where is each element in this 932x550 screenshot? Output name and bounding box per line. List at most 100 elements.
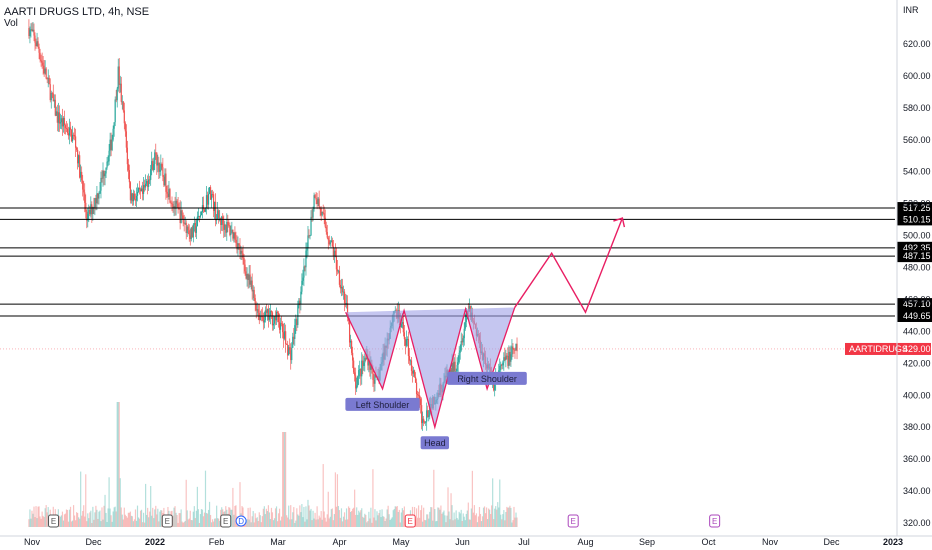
volume-bar [287, 517, 289, 527]
volume-bar [260, 522, 262, 527]
candle-body [184, 222, 186, 224]
volume-bar [459, 513, 461, 527]
x-tick-label: Aug [577, 537, 593, 547]
volume-bar [444, 515, 446, 527]
candle-body [176, 200, 178, 204]
candle-body [355, 375, 357, 389]
candle-body [362, 360, 364, 366]
volume-bar [135, 520, 138, 527]
volume-bar [122, 519, 124, 527]
volume-bar [346, 519, 349, 527]
current-price-badge [845, 342, 931, 355]
volume-bar [350, 511, 352, 527]
candle-body [82, 180, 84, 190]
volume-bar [310, 508, 312, 527]
volume-bar [154, 509, 156, 527]
candle-body [191, 227, 193, 238]
volume-bar [484, 513, 487, 527]
volume-bar [68, 509, 71, 527]
volume-bar [426, 514, 428, 527]
y-tick-label: 600.00 [903, 71, 931, 81]
volume-bar [43, 517, 45, 527]
event-marker-letter: E [223, 517, 228, 526]
volume-bar [84, 516, 86, 527]
pattern-label: Right Shoulder [457, 374, 517, 384]
candle-body [162, 167, 164, 177]
candle-body [512, 346, 514, 350]
candle-body [273, 315, 276, 324]
candle-body [426, 410, 428, 422]
volume-bar [142, 512, 145, 527]
volume-bar [256, 517, 258, 527]
candle-body [359, 368, 361, 371]
candle-body [190, 227, 192, 240]
candle-body [515, 343, 517, 351]
candle-body [229, 226, 231, 235]
candle-body [361, 360, 363, 377]
candle-body [365, 357, 367, 359]
volume-bar [103, 505, 105, 527]
volume-bar [430, 507, 432, 527]
event-marker-letter: D [238, 517, 244, 526]
earnings-marker[interactable] [48, 514, 60, 528]
candle-body [298, 300, 300, 306]
volume-bar [370, 507, 372, 527]
earnings-marker[interactable] [404, 514, 416, 528]
candle-body [163, 176, 165, 186]
candle-body [94, 198, 96, 208]
volume-bar [192, 511, 194, 527]
volume-bar [118, 402, 120, 527]
earnings-marker[interactable] [709, 514, 721, 528]
earnings-marker[interactable] [220, 514, 232, 528]
candle-body [258, 312, 260, 321]
candle-body [226, 222, 228, 233]
x-tick-label: Jun [455, 537, 470, 547]
candle-body [427, 410, 429, 417]
candle-body [413, 370, 416, 377]
candle-body [227, 222, 229, 226]
candle-body [106, 161, 108, 168]
candle-body [356, 385, 358, 389]
candle-body [247, 273, 249, 281]
candle-body [251, 280, 253, 292]
volume-bar [367, 521, 369, 527]
volume-bar [158, 521, 160, 527]
volume-bar [306, 519, 308, 527]
candle-body [68, 127, 71, 136]
volume-bar [113, 507, 115, 527]
level-label: 517.25 [903, 203, 931, 213]
candle-body [159, 169, 161, 172]
volume-bar [99, 510, 101, 527]
candle-body [215, 201, 217, 221]
earnings-marker[interactable] [567, 514, 579, 528]
candle-body [420, 399, 422, 406]
volume-bar [259, 515, 261, 527]
candle-body [353, 360, 355, 373]
candle-body [410, 360, 413, 371]
candle-body [63, 118, 66, 126]
x-tick-label: Feb [209, 537, 225, 547]
volume-bar [185, 479, 187, 527]
volume-bar [261, 516, 263, 527]
volume-bar [231, 509, 233, 527]
candle-body [91, 204, 93, 215]
volume-bar [302, 517, 304, 527]
candle-body [205, 195, 208, 208]
candle-body [320, 208, 322, 216]
candle-body [451, 363, 453, 375]
volume-bar [327, 491, 329, 527]
volume-bar [101, 507, 103, 527]
candle-body [304, 266, 306, 268]
earnings-marker[interactable] [161, 514, 173, 528]
candle-body [116, 88, 118, 101]
candle-body [279, 323, 282, 330]
candle-body [111, 139, 113, 150]
volume-bar [139, 510, 142, 527]
volume-bar [66, 509, 69, 527]
volume-label: Vol [4, 18, 18, 29]
candle-body [183, 222, 185, 224]
volume-bar [239, 482, 241, 527]
dividend-marker[interactable] [235, 515, 247, 527]
event-marker-letter: E [165, 517, 170, 526]
